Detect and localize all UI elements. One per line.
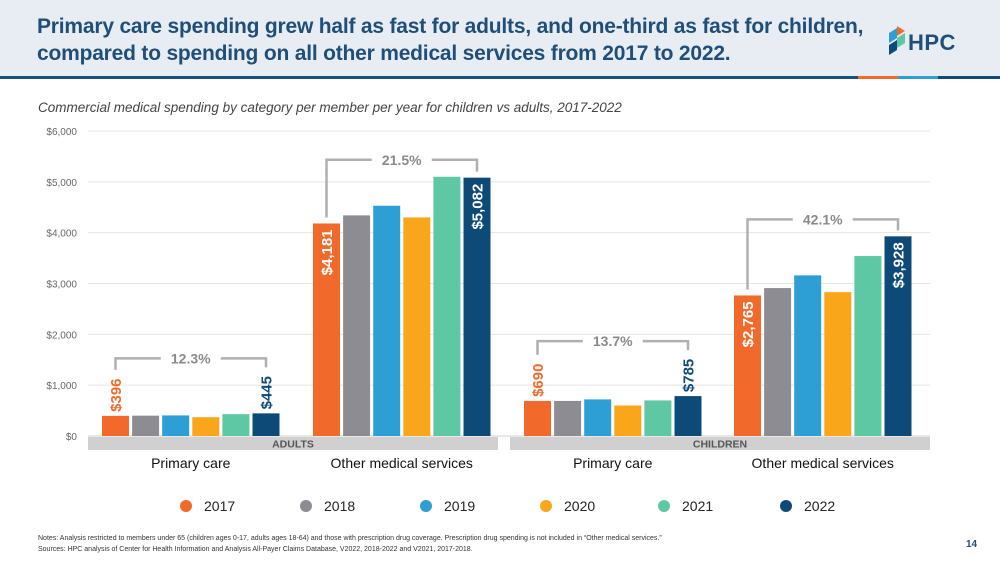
panel-band xyxy=(510,437,930,450)
bar xyxy=(764,288,792,436)
bar xyxy=(162,415,190,436)
legend-item-2017: 2017 xyxy=(180,498,235,514)
bar xyxy=(674,396,702,436)
bar xyxy=(644,400,672,436)
legend-label: 2018 xyxy=(324,498,356,514)
panel-label: CHILDREN xyxy=(693,439,747,451)
y-tick-label: $6,000 xyxy=(46,127,77,138)
growth-bracket-right xyxy=(431,158,479,172)
data-label: $785 xyxy=(681,359,698,392)
legend-label: 2020 xyxy=(564,498,596,514)
legend-label: 2019 xyxy=(444,498,476,514)
header-band xyxy=(0,0,1000,78)
page-number: 14 xyxy=(966,539,978,550)
title-line-2: compared to spending on all other medica… xyxy=(37,42,731,65)
growth-bracket-left xyxy=(746,218,793,290)
legend-label: 2021 xyxy=(682,498,714,514)
data-label: $3,928 xyxy=(891,242,908,288)
header-rule-orange xyxy=(858,76,898,79)
header-rule-light-blue xyxy=(898,76,938,79)
panel-band xyxy=(88,437,498,450)
bar xyxy=(192,417,220,436)
growth-bracket-right xyxy=(852,218,900,231)
hpc-logo: HPC xyxy=(888,26,968,58)
category-label: Other medical services xyxy=(331,455,473,471)
legend-dot xyxy=(540,500,552,512)
bar xyxy=(433,176,461,436)
data-label: $4,181 xyxy=(319,229,336,275)
footnote-sources: Sources: HPC analysis of Center for Heal… xyxy=(38,546,473,553)
chart-subtitle: Commercial medical spending by category … xyxy=(38,100,622,115)
bar xyxy=(884,236,912,436)
bar xyxy=(824,292,852,436)
y-tick-label: $4,000 xyxy=(46,229,77,240)
category-label: Primary care xyxy=(573,455,653,471)
y-tick-label: $1,000 xyxy=(46,381,77,392)
panel-label: ADULTS xyxy=(272,439,314,451)
growth-label: 12.3% xyxy=(171,350,211,366)
data-label: $5,082 xyxy=(470,184,487,230)
data-label: $396 xyxy=(108,378,125,411)
y-tick-label: $3,000 xyxy=(46,280,77,291)
growth-bracket-right xyxy=(642,339,690,351)
bar xyxy=(734,295,761,436)
bar xyxy=(524,400,551,436)
y-tick-label: $2,000 xyxy=(46,330,77,341)
legend-label: 2022 xyxy=(804,498,836,514)
growth-bracket-left xyxy=(114,357,161,370)
data-label: $445 xyxy=(259,376,276,409)
legend-dot xyxy=(780,500,792,512)
legend-item-2021: 2021 xyxy=(658,498,713,514)
legend-dot xyxy=(180,500,192,512)
legend-item-2019: 2019 xyxy=(420,498,475,514)
y-tick-label: $5,000 xyxy=(46,178,77,189)
legend-item-2020: 2020 xyxy=(540,498,595,514)
growth-label: 21.5% xyxy=(382,152,422,168)
legend-dot xyxy=(300,500,312,512)
chart-legend: 2017 2018 2019 2020 2021 2022 xyxy=(180,498,880,518)
y-tick-label: $0 xyxy=(66,432,78,443)
legend-dot xyxy=(658,500,670,512)
legend-label: 2017 xyxy=(204,498,236,514)
growth-label: 13.7% xyxy=(593,333,633,349)
category-label: Other medical services xyxy=(752,455,894,471)
page-title: Primary care spending grew half as fast … xyxy=(37,13,864,67)
data-label: $2,765 xyxy=(740,301,757,347)
bar xyxy=(463,177,491,437)
bar xyxy=(313,223,340,436)
bar xyxy=(614,405,642,436)
bar xyxy=(854,256,882,436)
footnotes: Notes: Analysis restricted to members un… xyxy=(38,533,662,555)
header-rule-dark xyxy=(938,76,1000,79)
growth-bracket-left xyxy=(325,158,372,218)
title-line-1: Primary care spending grew half as fast … xyxy=(37,15,864,38)
bar xyxy=(403,217,431,436)
bar xyxy=(554,400,582,436)
legend-dot xyxy=(420,500,432,512)
bar xyxy=(584,399,612,436)
growth-label: 42.1% xyxy=(803,211,843,227)
category-label: Primary care xyxy=(151,455,231,471)
footnote-notes: Notes: Analysis restricted to members un… xyxy=(38,535,662,542)
bar xyxy=(222,414,250,436)
hpc-logo-icon xyxy=(889,26,905,55)
bar xyxy=(132,415,160,436)
legend-item-2018: 2018 xyxy=(300,498,355,514)
bar xyxy=(794,275,822,436)
bar xyxy=(252,413,280,436)
bar xyxy=(343,215,371,436)
legend-item-2022: 2022 xyxy=(780,498,835,514)
hpc-logo-text: HPC xyxy=(908,30,956,55)
bar xyxy=(373,205,401,436)
header-rule-blue xyxy=(0,76,858,79)
growth-bracket-right xyxy=(220,357,268,368)
growth-bracket-left xyxy=(536,339,583,355)
bar xyxy=(102,415,129,436)
data-label: $690 xyxy=(530,364,547,397)
